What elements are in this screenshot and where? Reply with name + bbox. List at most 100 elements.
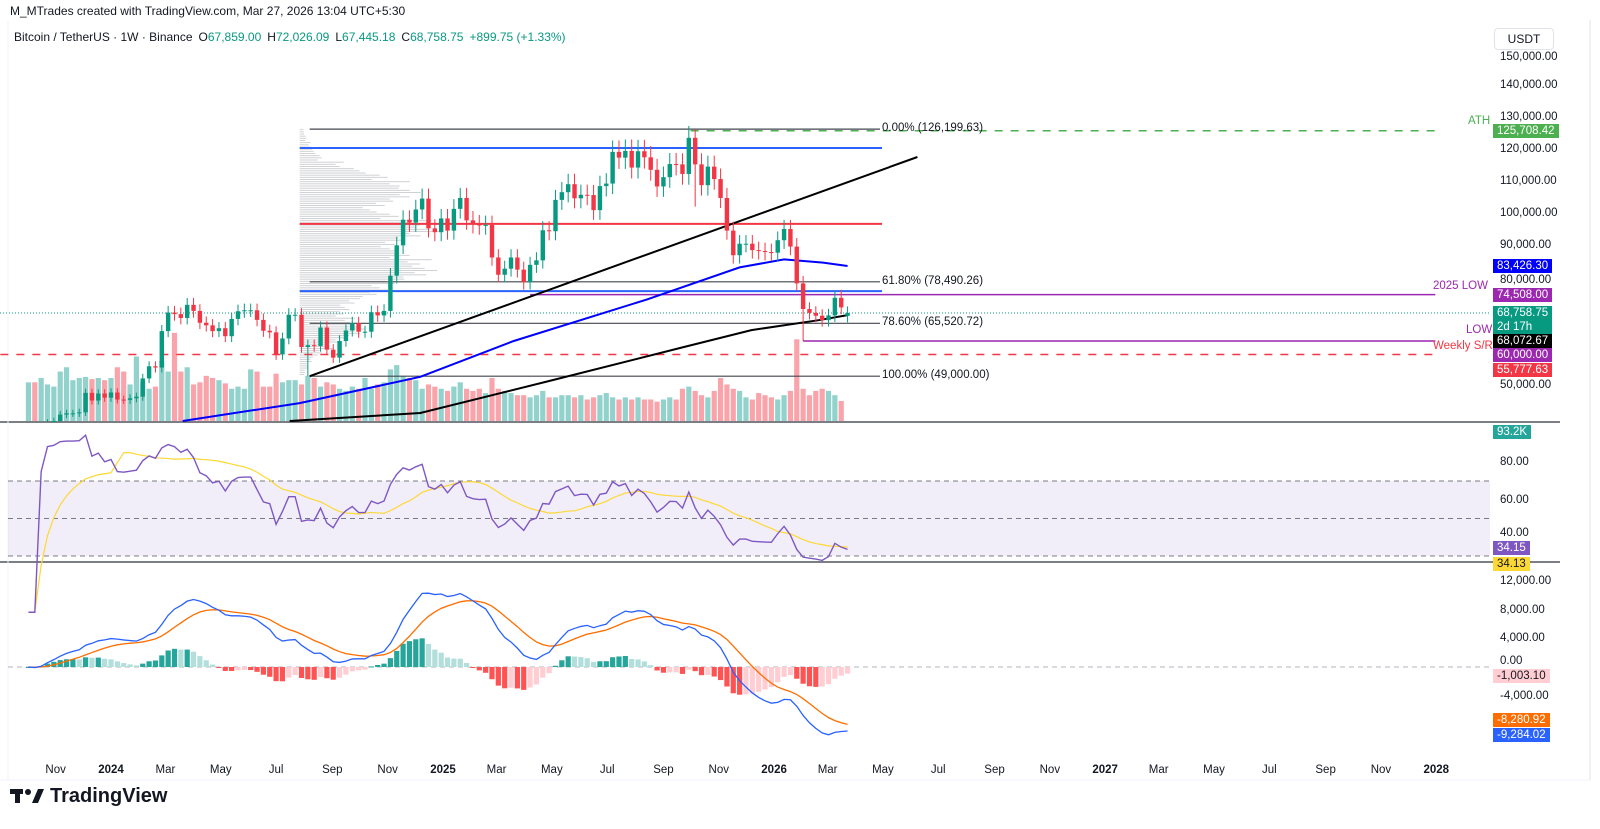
2025-low-annotation: 2025 LOW bbox=[1433, 279, 1488, 292]
macd-histogram-bar bbox=[159, 655, 165, 667]
volume-bar bbox=[489, 378, 495, 421]
volume-bar bbox=[133, 356, 139, 421]
volume-bar bbox=[241, 388, 247, 421]
symbol-title[interactable]: Bitcoin / TetherUS · 1W · Binance bbox=[14, 30, 193, 44]
volume-profile-bar bbox=[299, 270, 438, 272]
macd-signal-tag: -8,280.92 bbox=[1493, 713, 1550, 727]
currency-button[interactable]: USDT bbox=[1494, 28, 1554, 50]
macd-histogram-bar bbox=[76, 659, 82, 667]
candle-body bbox=[826, 315, 831, 321]
volume-bar bbox=[425, 384, 432, 421]
macd-histogram-bar bbox=[324, 667, 330, 679]
volume-bar bbox=[32, 382, 38, 421]
macd-histogram-bar bbox=[209, 664, 216, 667]
volume-bar bbox=[629, 399, 635, 421]
candle-body bbox=[369, 312, 374, 332]
price-axis-label: 90,000.00 bbox=[1500, 239, 1552, 251]
volume-bar bbox=[419, 388, 425, 421]
volume-profile-bar bbox=[299, 328, 366, 330]
macd-histogram-bar bbox=[692, 667, 698, 672]
candle-body bbox=[33, 444, 37, 447]
candle-body bbox=[705, 166, 711, 186]
volume-profile-bar bbox=[299, 224, 420, 226]
volume-profile-bar bbox=[299, 211, 377, 213]
macd-histogram-bar bbox=[229, 667, 235, 671]
volume-bar bbox=[686, 386, 692, 421]
macd-histogram-bar bbox=[787, 667, 794, 676]
volume-profile-bar bbox=[299, 267, 425, 269]
candle-body bbox=[508, 257, 514, 269]
candle-body bbox=[210, 325, 215, 332]
macd-histogram-bar bbox=[654, 667, 660, 671]
macd-histogram-bar bbox=[381, 663, 387, 667]
volume-bar bbox=[159, 360, 165, 421]
volume-bar bbox=[502, 390, 508, 421]
macd-histogram-bar bbox=[83, 657, 89, 667]
tradingview-logo-icon bbox=[10, 789, 44, 803]
volume-profile-bar bbox=[299, 332, 361, 334]
candle-body bbox=[83, 392, 88, 413]
macd-histogram-bar bbox=[216, 667, 222, 668]
candle-body bbox=[121, 399, 126, 401]
volume-bar bbox=[571, 397, 578, 421]
candle-body bbox=[839, 297, 844, 308]
macd-histogram-bar bbox=[152, 660, 159, 667]
volume-bar bbox=[51, 386, 57, 421]
macd-histogram-bar bbox=[305, 667, 311, 680]
candle-body bbox=[280, 338, 285, 355]
attribution: M_MTrades created with TradingView.com, … bbox=[10, 4, 406, 18]
time-axis-label: 2025 bbox=[430, 764, 456, 776]
macd-histogram-bar bbox=[286, 667, 292, 678]
volume-profile-bar bbox=[299, 369, 305, 371]
volume-bar bbox=[279, 382, 286, 421]
time-axis-label: May bbox=[540, 764, 563, 776]
price-axis-label: 110,000.00 bbox=[1500, 175, 1557, 187]
volume-bar bbox=[381, 382, 387, 421]
macd-histogram-tag: -1,003.10 bbox=[1493, 669, 1550, 683]
candle-body bbox=[58, 414, 63, 421]
candle-body bbox=[540, 230, 545, 261]
volume-bar bbox=[648, 399, 654, 421]
volume-bar bbox=[413, 380, 419, 421]
volume-profile-bar bbox=[299, 196, 410, 198]
volume-bar bbox=[470, 390, 476, 421]
candle-body bbox=[165, 312, 171, 332]
volume-profile-bar bbox=[299, 222, 408, 224]
macd-signal-line bbox=[28, 600, 848, 726]
volume-bar bbox=[578, 395, 584, 421]
volume-profile-bar bbox=[299, 213, 390, 215]
volume-profile-bar bbox=[299, 306, 345, 308]
candle-body bbox=[750, 243, 755, 251]
macd-histogram-bar bbox=[235, 667, 241, 671]
volume-profile-bar bbox=[299, 228, 430, 230]
candle-body bbox=[438, 218, 444, 233]
ma-black-price-tag: 68,072.67 bbox=[1493, 334, 1553, 348]
volume-bar bbox=[457, 382, 463, 421]
candle-body bbox=[496, 257, 501, 275]
macd-histogram-bar bbox=[146, 661, 152, 667]
time-axis-label: Mar bbox=[1148, 764, 1169, 776]
macd-histogram-bar bbox=[641, 661, 647, 667]
tradingview-logo[interactable]: TradingView bbox=[10, 784, 167, 808]
macd-histogram-bar bbox=[521, 667, 527, 690]
volume-profile-bar bbox=[299, 144, 309, 146]
volume-bar bbox=[559, 395, 565, 421]
candle-body bbox=[134, 396, 139, 399]
candle-body bbox=[115, 392, 120, 400]
volume-profile-bar bbox=[299, 367, 309, 369]
macd-histogram-bar bbox=[756, 667, 762, 692]
candle-body bbox=[407, 219, 412, 223]
macd-histogram-bar bbox=[311, 667, 317, 680]
candle-body bbox=[718, 179, 723, 198]
price-axis-label: 150,000.00 bbox=[1500, 51, 1558, 63]
macd-histogram-bar bbox=[705, 667, 711, 675]
candle-body bbox=[292, 314, 298, 316]
macd-histogram-bar bbox=[203, 660, 209, 667]
macd-histogram-bar bbox=[298, 667, 305, 678]
candle-body bbox=[229, 318, 234, 337]
fib-level-label: 78.60% (65,520.72) bbox=[882, 316, 984, 329]
volume-profile-bar bbox=[299, 215, 399, 217]
volume-profile-bar bbox=[299, 166, 340, 168]
volume-profile-bar bbox=[299, 285, 372, 287]
